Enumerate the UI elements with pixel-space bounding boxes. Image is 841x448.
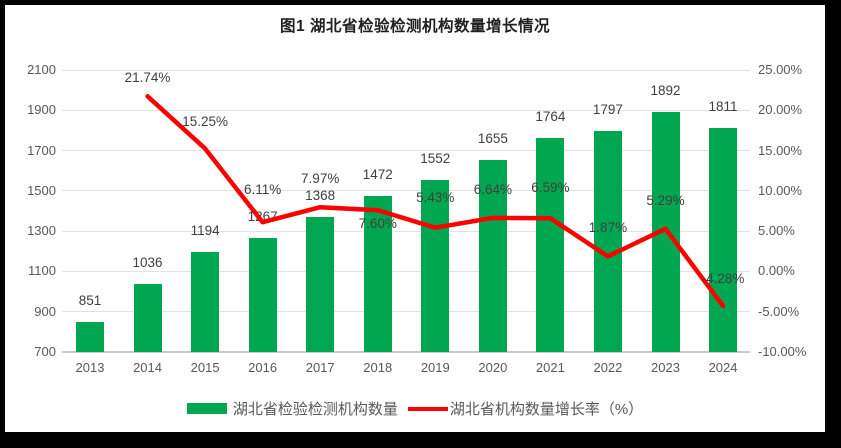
bar-value-label: 1472	[362, 167, 393, 183]
x-axis-tick-label: 2023	[651, 360, 680, 375]
bar-value-label: 1892	[650, 82, 681, 98]
x-axis-tick-label: 2015	[190, 360, 220, 375]
secondary-axis-tick-label: 5.00%	[758, 223, 795, 239]
line-value-label: 1.87%	[588, 220, 628, 236]
y-axis-tick-label: 1500	[27, 182, 56, 198]
x-axis-line	[62, 351, 750, 353]
bar-2024	[709, 128, 738, 352]
chart-panel	[5, 5, 825, 432]
y-axis-tick-label: 1300	[27, 223, 56, 239]
bar-2021	[536, 137, 565, 352]
bar-series-swatch-icon	[186, 403, 227, 414]
line-value-label: -4.28%	[701, 270, 745, 286]
bar-2017	[306, 217, 335, 352]
gridline	[62, 109, 750, 111]
line-series-swatch-icon	[407, 406, 448, 411]
bar-value-label: 851	[78, 292, 102, 308]
line-value-label: 6.64%	[473, 181, 512, 197]
line-value-label: 21.74%	[124, 70, 171, 86]
x-axis-tick-label: 2024	[708, 360, 738, 375]
x-axis-tick-label: 2018	[363, 360, 393, 375]
bar-2018	[363, 196, 392, 352]
y-axis-tick-label: 1900	[27, 102, 56, 118]
y-axis-tick-label: 1100	[28, 263, 56, 279]
secondary-axis-tick-label: 10.00%	[758, 182, 803, 198]
secondary-axis-tick-label: -10.00%	[758, 344, 807, 359]
line-value-label: 7.97%	[301, 171, 340, 187]
chart-title: 图1 湖北省检验检测机构数量增长情况	[280, 18, 550, 35]
x-axis-tick-label: 2017	[305, 360, 335, 375]
bar-2019	[421, 180, 450, 352]
line-value-label: 5.43%	[416, 189, 455, 205]
secondary-axis-tick-label: 15.00%	[758, 142, 803, 158]
bar-2022	[593, 131, 622, 352]
bar-2014	[133, 284, 162, 352]
x-axis-tick-label: 2013	[75, 360, 105, 375]
secondary-axis-tick-label: 25.00%	[758, 62, 803, 77]
line-series-label: 湖北省机构数量增长率（%）	[449, 401, 644, 418]
y-axis-tick-label: 1700	[27, 142, 56, 158]
bar-2015	[191, 252, 220, 352]
secondary-axis-tick-label: 0.00%	[758, 263, 795, 279]
y-axis-tick-label: 2100	[27, 62, 56, 77]
bar-2013	[76, 321, 104, 352]
bar-2016	[248, 237, 277, 352]
x-axis-tick-label: 2019	[420, 360, 450, 375]
bar-2020	[478, 159, 507, 352]
gridline	[62, 230, 750, 232]
bar-series-label: 湖北省检验检测机构数量	[232, 401, 398, 418]
legend-item-bar-series: 湖北省检验检测机构数量	[186, 398, 398, 419]
x-axis-tick-label: 2016	[248, 360, 278, 375]
line-value-label: 7.60%	[358, 216, 397, 232]
bar-value-label: 1552	[420, 151, 451, 167]
gridline	[62, 69, 750, 71]
bar-value-label: 1036	[132, 255, 163, 271]
x-axis-tick-label: 2020	[478, 360, 508, 375]
secondary-axis-tick-label: -5.00%	[758, 303, 800, 319]
legend-item-line-series: 湖北省机构数量增长率（%）	[398, 398, 643, 419]
y-axis-tick-label: 700	[34, 344, 56, 359]
secondary-axis-tick-label: 20.00%	[758, 102, 803, 118]
bar-value-label: 1194	[190, 223, 220, 239]
bar-value-label: 1368	[305, 188, 336, 204]
gridline	[62, 270, 750, 272]
gridline	[62, 150, 750, 152]
bar-value-label: 1811	[708, 99, 738, 115]
x-axis-tick-label: 2022	[593, 360, 623, 375]
bar-value-label: 1655	[477, 130, 508, 146]
bar-value-label: 1797	[592, 102, 623, 118]
line-value-label: 6.59%	[531, 180, 570, 196]
gridline	[62, 311, 750, 313]
legend: 湖北省检验检测机构数量 湖北省机构数量增长率（%）	[5, 398, 825, 419]
line-value-label: 15.25%	[182, 113, 228, 129]
y-axis-tick-label: 900	[34, 303, 56, 319]
gridline	[62, 190, 750, 192]
bar-value-label: 1764	[535, 108, 566, 124]
x-axis-tick-label: 2021	[535, 360, 565, 375]
line-value-label: 6.11%	[244, 182, 282, 198]
x-axis-tick-label: 2014	[133, 360, 162, 375]
line-value-label: 5.29%	[646, 192, 685, 208]
